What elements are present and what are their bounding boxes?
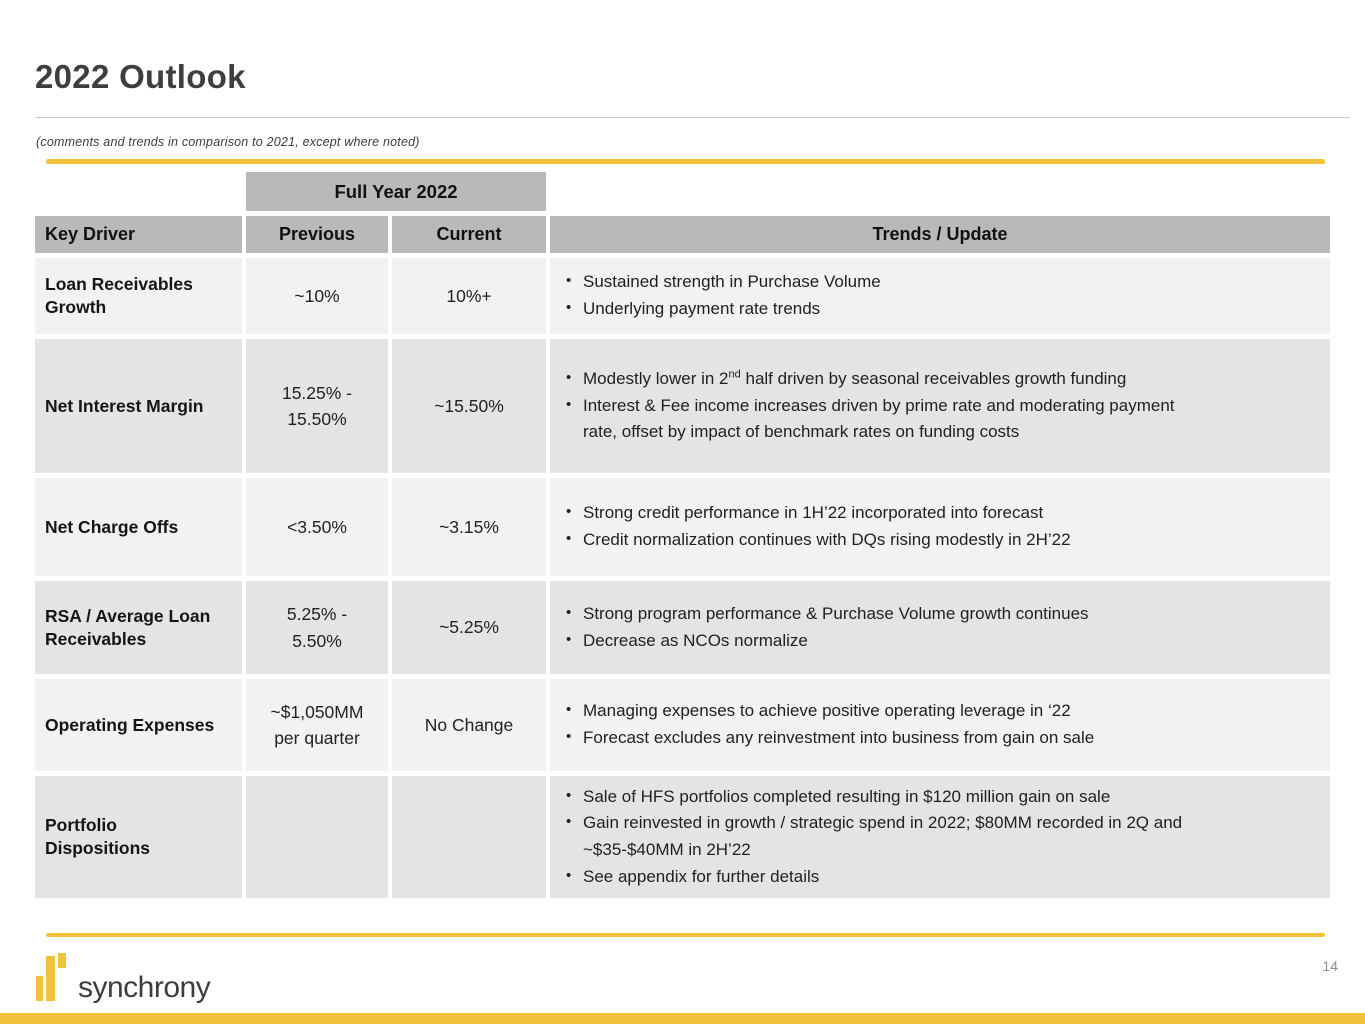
previous-cell — [246, 776, 388, 898]
trend-bullet: Decrease as NCOs normalize — [558, 628, 1089, 655]
trend-list: Strong credit performance in 1H’22 incor… — [558, 500, 1071, 553]
trend-bullet: Interest & Fee income increases driven b… — [558, 393, 1198, 446]
previous-cell: 5.25% - 5.50% — [246, 581, 388, 674]
previous-cell: <3.50% — [246, 478, 388, 576]
current-cell: No Change — [392, 679, 546, 771]
title-divider — [35, 117, 1350, 118]
column-header-current: Current — [392, 216, 546, 253]
outlook-table: Full Year 2022 Key Driver Previous Curre… — [35, 172, 1330, 898]
trends-cell: Strong credit performance in 1H’22 incor… — [550, 478, 1330, 576]
trend-bullet: Strong program performance & Purchase Vo… — [558, 601, 1089, 628]
driver-cell: Operating Expenses — [35, 679, 242, 771]
current-cell: ~15.50% — [392, 339, 546, 473]
trend-list: Sale of HFS portfolios completed resulti… — [558, 784, 1198, 890]
accent-rule-top — [46, 159, 1325, 164]
trends-cell: Sustained strength in Purchase Volume Un… — [550, 258, 1330, 334]
synchrony-bars-icon — [36, 953, 66, 1001]
driver-cell: Portfolio Dispositions — [35, 776, 242, 898]
trend-bullet: Sustained strength in Purchase Volume — [558, 269, 881, 296]
trend-text-post: half driven by seasonal receivables grow… — [740, 369, 1127, 389]
page-number: 14 — [1322, 958, 1338, 974]
driver-cell: Net Interest Margin — [35, 339, 242, 473]
group-header-spacer-right — [550, 172, 1330, 211]
trend-text-pre: Modestly lower in 2 — [583, 369, 729, 389]
column-header-key-driver: Key Driver — [35, 216, 242, 253]
bottom-accent-bar — [0, 1013, 1365, 1024]
current-cell: 10%+ — [392, 258, 546, 334]
logo-wordmark: synchrony — [78, 971, 211, 1004]
current-cell: ~5.25% — [392, 581, 546, 674]
previous-cell: ~10% — [246, 258, 388, 334]
trend-bullet: Strong credit performance in 1H’22 incor… — [558, 500, 1071, 527]
current-cell: ~3.15% — [392, 478, 546, 576]
trends-cell: Sale of HFS portfolios completed resulti… — [550, 776, 1330, 898]
accent-rule-bottom — [46, 933, 1325, 937]
trends-cell: Modestly lower in 2nd half driven by sea… — [550, 339, 1330, 473]
trend-list: Managing expenses to achieve positive op… — [558, 698, 1094, 751]
trend-bullet: Managing expenses to achieve positive op… — [558, 698, 1094, 725]
slide-subtitle: (comments and trends in comparison to 20… — [36, 135, 420, 149]
synchrony-logo: synchrony — [36, 952, 211, 1004]
column-header-trends: Trends / Update — [550, 216, 1330, 253]
previous-cell: 15.25% - 15.50% — [246, 339, 388, 473]
driver-cell: RSA / Average Loan Receivables — [35, 581, 242, 674]
trend-bullet: Gain reinvested in growth / strategic sp… — [558, 810, 1198, 863]
column-header-previous: Previous — [246, 216, 388, 253]
previous-cell: ~$1,050MM per quarter — [246, 679, 388, 771]
trend-list: Modestly lower in 2nd half driven by sea… — [558, 366, 1198, 446]
trend-bullet: Forecast excludes any reinvestment into … — [558, 725, 1094, 752]
trend-bullet: Sale of HFS portfolios completed resulti… — [558, 784, 1198, 811]
trend-list: Sustained strength in Purchase Volume Un… — [558, 269, 881, 322]
driver-cell: Loan Receivables Growth — [35, 258, 242, 334]
trends-cell: Managing expenses to achieve positive op… — [550, 679, 1330, 771]
driver-cell: Net Charge Offs — [35, 478, 242, 576]
trend-superscript: nd — [728, 368, 741, 381]
trend-bullet: See appendix for further details — [558, 864, 1198, 891]
trend-bullet: Underlying payment rate trends — [558, 296, 881, 323]
trend-list: Strong program performance & Purchase Vo… — [558, 601, 1089, 654]
group-header-full-year: Full Year 2022 — [246, 172, 546, 211]
page-title: 2022 Outlook — [35, 58, 246, 95]
trends-cell: Strong program performance & Purchase Vo… — [550, 581, 1330, 674]
trend-bullet: Modestly lower in 2nd half driven by sea… — [558, 366, 1198, 393]
current-cell — [392, 776, 546, 898]
trend-bullet: Credit normalization continues with DQs … — [558, 527, 1071, 554]
group-header-spacer-left — [35, 172, 242, 211]
